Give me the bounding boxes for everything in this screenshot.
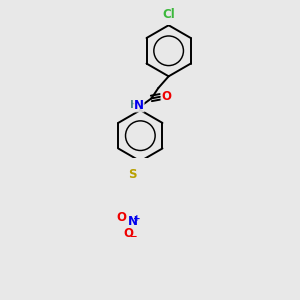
Text: O: O: [116, 211, 127, 224]
Text: Cl: Cl: [163, 8, 175, 21]
Text: H: H: [130, 100, 139, 110]
Text: N: N: [128, 215, 138, 228]
Text: S: S: [128, 168, 137, 181]
Text: −: −: [129, 232, 136, 241]
Text: O: O: [124, 227, 134, 240]
Text: +: +: [133, 214, 140, 223]
Text: O: O: [161, 90, 171, 103]
Text: N: N: [134, 99, 144, 112]
